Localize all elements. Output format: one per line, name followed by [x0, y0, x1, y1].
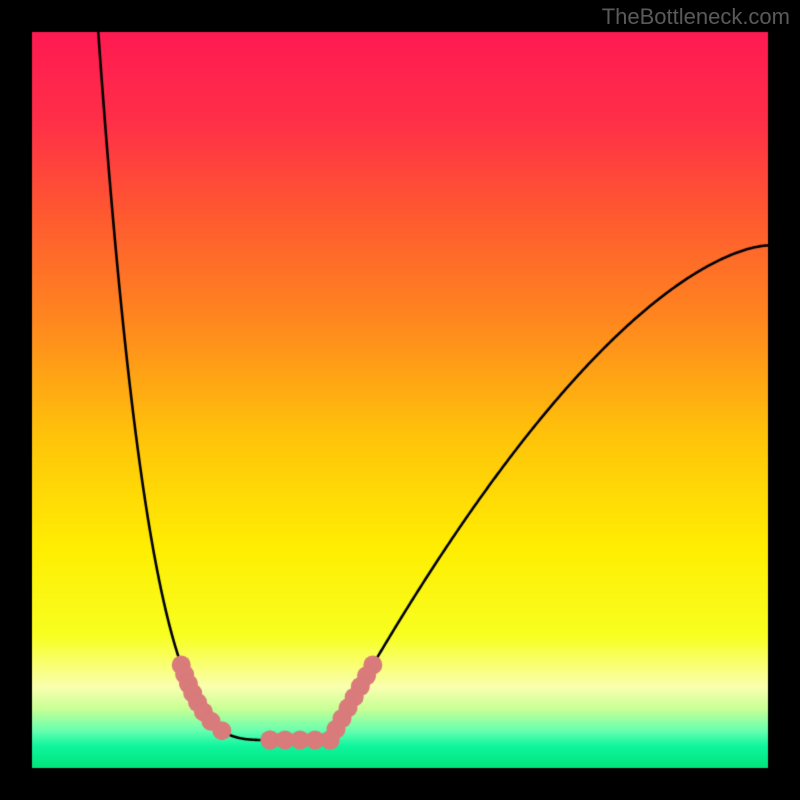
bottleneck-chart-canvas	[0, 0, 800, 800]
